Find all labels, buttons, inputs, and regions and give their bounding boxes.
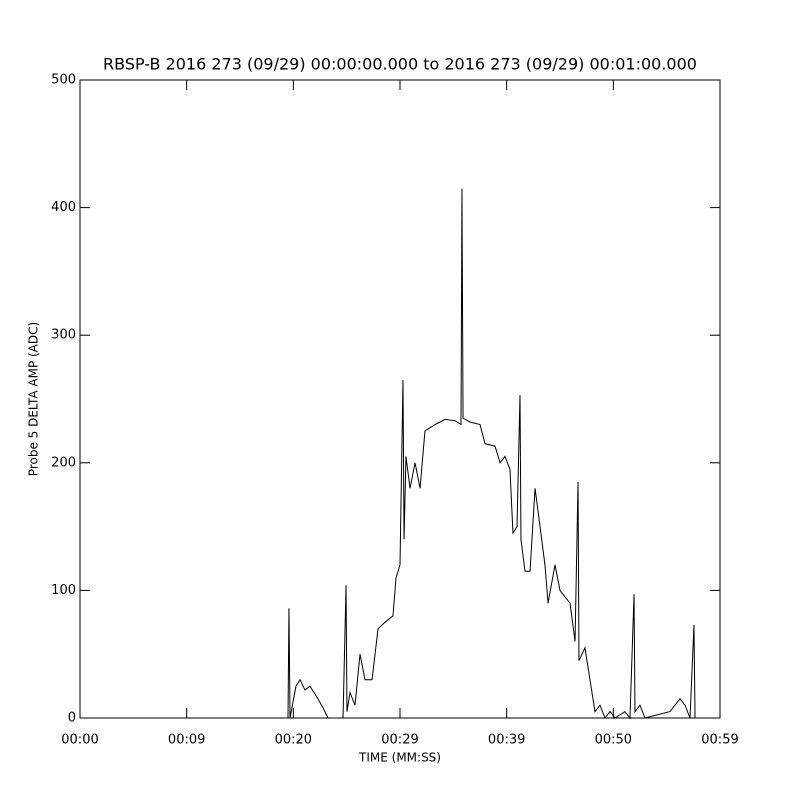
chart-title: RBSP-B 2016 273 (09/29) 00:00:00.000 to … bbox=[103, 55, 697, 74]
y-tick-label: 500 bbox=[51, 73, 76, 88]
x-tick-label: 00:39 bbox=[488, 733, 525, 748]
y-tick-label: 100 bbox=[51, 583, 76, 598]
y-tick-label: 300 bbox=[51, 328, 76, 343]
x-axis-label: TIME (MM:SS) bbox=[358, 751, 441, 765]
plot-frame bbox=[79, 79, 721, 719]
x-tick-label: 00:29 bbox=[381, 733, 418, 748]
x-tick-label: 00:50 bbox=[595, 733, 632, 748]
y-tick-label: 0 bbox=[68, 711, 76, 726]
x-tick-label: 00:09 bbox=[168, 733, 205, 748]
y-axis-label: Probe 5 DELTA AMP (ADC) bbox=[27, 322, 41, 476]
x-tick-label: 00:00 bbox=[61, 733, 98, 748]
data-line bbox=[80, 188, 697, 720]
y-tick-label: 400 bbox=[51, 200, 76, 215]
x-tick-label: 00:20 bbox=[275, 733, 312, 748]
y-tick-label: 200 bbox=[51, 455, 76, 470]
x-tick-label: 00:59 bbox=[701, 733, 738, 748]
